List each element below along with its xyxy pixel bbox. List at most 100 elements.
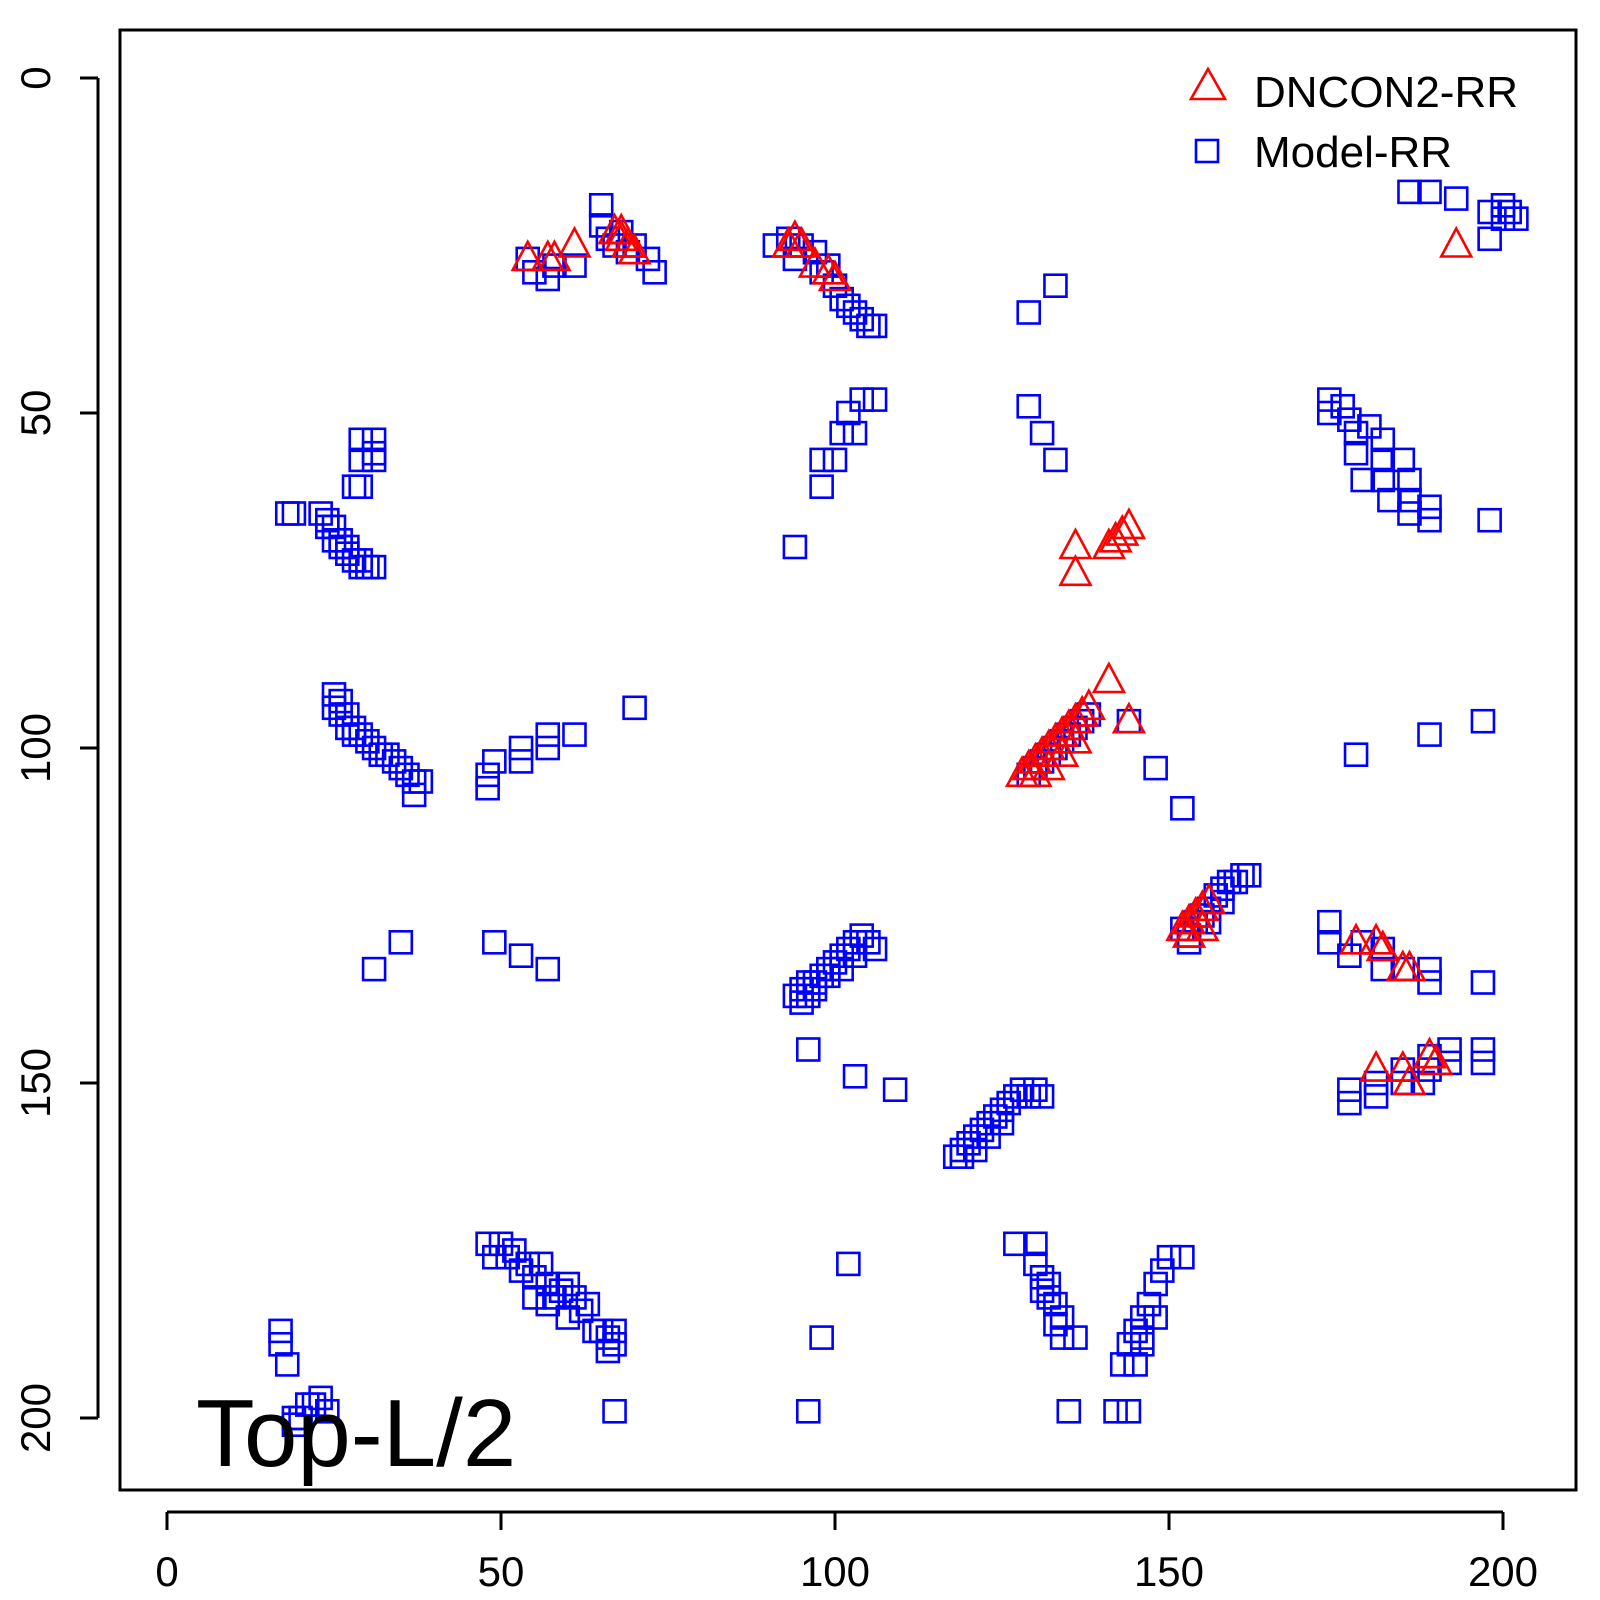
model-rr-point xyxy=(528,1251,554,1277)
model-rr-point xyxy=(1230,862,1255,888)
model-rr-point xyxy=(949,1137,975,1163)
model-rr-point xyxy=(1049,1325,1075,1350)
model-rr-point xyxy=(341,474,367,500)
x-axis: 0 50 100 150 200 xyxy=(155,1510,1538,1595)
model-rr-point xyxy=(1063,1325,1088,1350)
model-rr-point xyxy=(1216,869,1242,895)
dncon2-rr-point xyxy=(1071,688,1107,721)
model-rr-point xyxy=(1490,193,1516,218)
dncon2-rr-point xyxy=(1392,1063,1427,1096)
model-rr-point xyxy=(482,749,507,774)
model-rr-point xyxy=(809,1325,834,1350)
model-rr-point xyxy=(388,929,414,955)
model-rr-point xyxy=(782,983,808,1009)
model-rr-point xyxy=(1330,393,1355,419)
x-tick-label: 50 xyxy=(478,1548,525,1595)
model-rr-point xyxy=(1317,909,1342,935)
model-rr-point xyxy=(942,1144,968,1169)
dncon2-rr-point xyxy=(557,225,592,258)
model-rr-point xyxy=(321,682,347,707)
model-rr-point xyxy=(635,246,661,272)
model-rr-point xyxy=(401,769,427,794)
model-rr-point xyxy=(836,293,861,319)
model-rr-point xyxy=(1443,186,1469,211)
model-rr-point xyxy=(1003,1231,1028,1257)
model-rr-point xyxy=(1043,1291,1068,1317)
model-rr-point xyxy=(822,950,848,975)
model-rr-point xyxy=(1390,447,1416,473)
model-rr-point xyxy=(983,1104,1008,1129)
model-rr-point xyxy=(1377,487,1402,513)
dncon2-rr-point xyxy=(1111,507,1147,540)
model-rr-point xyxy=(836,400,861,426)
model-rr-point xyxy=(475,762,500,788)
model-rr-point xyxy=(996,1090,1021,1116)
model-rr-point xyxy=(989,1110,1015,1136)
model-rr-point xyxy=(495,1244,520,1270)
model-rr-point xyxy=(802,970,828,995)
dncon2-rr-point xyxy=(1439,225,1474,258)
dncon2-rr-point xyxy=(510,239,545,272)
model-rr-point xyxy=(1123,1352,1148,1377)
model-rr-point xyxy=(602,1332,627,1357)
model-rr-point xyxy=(795,970,821,995)
model-rr-point xyxy=(802,976,828,1002)
model-rr-point xyxy=(842,1064,868,1089)
model-rr-point xyxy=(368,742,394,768)
model-rr-point xyxy=(1103,1399,1128,1424)
legend-label-dncon2: DNCON2-RR xyxy=(1254,68,1518,117)
model-rr-point xyxy=(548,1278,574,1303)
model-rr-point xyxy=(822,447,848,473)
model-rr-point xyxy=(1343,420,1369,446)
x-tick-label: 100 xyxy=(800,1548,870,1595)
model-rr-point xyxy=(1343,742,1369,768)
model-rr-point xyxy=(1470,1037,1496,1062)
model-rr-point xyxy=(842,943,868,969)
panel-label: Top-L/2 xyxy=(196,1380,516,1487)
model-rr-point xyxy=(281,501,307,526)
model-rr-point xyxy=(1136,1291,1162,1317)
model-rr-point xyxy=(315,507,340,533)
model-rr-point xyxy=(1170,795,1195,821)
dncon2-rr-point xyxy=(1105,513,1140,546)
model-rr-point xyxy=(288,1405,313,1431)
model-rr-point xyxy=(1129,1325,1155,1350)
dncon2-rr-point xyxy=(1358,1049,1394,1082)
model-rr-point xyxy=(1150,1258,1175,1283)
model-rr-point xyxy=(301,1392,327,1417)
model-rr-point xyxy=(308,1385,333,1411)
model-rr-point xyxy=(475,775,500,801)
model-rr-point xyxy=(395,762,420,788)
model-rr-point xyxy=(535,1291,561,1317)
dncon2-rr-point xyxy=(1338,922,1374,955)
model-rr-point xyxy=(1350,467,1376,493)
y-axis: 0 50 100 150 200 xyxy=(12,66,100,1453)
plot-frame xyxy=(118,28,1578,1492)
model-rr-point xyxy=(308,501,333,526)
model-rr-point xyxy=(795,983,821,1009)
model-rr-point xyxy=(328,688,353,714)
model-rr-point xyxy=(1417,1057,1442,1082)
model-rr-point xyxy=(408,769,434,794)
model-rr-point xyxy=(1023,1077,1048,1102)
model-rr-point xyxy=(1397,487,1422,513)
model-rr-point xyxy=(842,420,868,446)
model-rr-point xyxy=(1317,387,1342,412)
dncon2-rr-point xyxy=(817,259,853,292)
model-rr-point xyxy=(802,239,828,265)
model-rr-point xyxy=(361,427,387,453)
model-rr-point xyxy=(375,742,400,768)
model-rr-point xyxy=(348,447,374,473)
model-rr-point xyxy=(1370,467,1396,493)
model-rr-point xyxy=(588,213,614,238)
model-rr-point xyxy=(962,1137,988,1163)
model-rr-point xyxy=(575,1291,601,1317)
model-rr-point xyxy=(1029,1084,1055,1109)
model-rr-point xyxy=(475,1231,500,1257)
model-rr-point xyxy=(782,534,808,560)
model-rr-point xyxy=(849,923,875,948)
model-rr-point xyxy=(1497,199,1522,225)
dncon2-rr-point xyxy=(1419,1043,1454,1076)
model-rr-point xyxy=(328,702,353,727)
